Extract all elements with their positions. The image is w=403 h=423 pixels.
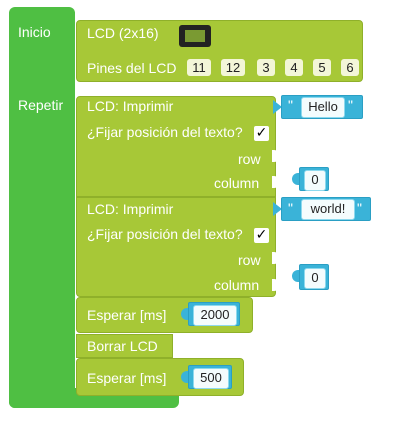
pin-field[interactable]: 11 (187, 59, 211, 76)
clear-lcd-block[interactable] (76, 334, 173, 358)
print2-title: LCD: Imprimir (87, 201, 174, 217)
lcd-print-block-1[interactable] (76, 96, 276, 197)
wait2-value-field[interactable]: 500 (193, 368, 229, 389)
number-connector-icon (181, 308, 190, 320)
row-input-socket-1[interactable] (272, 150, 280, 162)
column-input-socket-1[interactable] (272, 176, 280, 188)
quote-open-1: " (288, 97, 293, 113)
print2-position-label: ¿Fijar posición del texto? (87, 226, 243, 242)
lcd-pins-label: Pines del LCD (87, 60, 177, 76)
wait2-label: Esperar [ms] (87, 370, 167, 386)
pin-field[interactable]: 3 (257, 59, 275, 76)
print2-row-label: row (238, 252, 261, 268)
set-position-checkbox-1[interactable]: ✓ (254, 125, 269, 141)
pin-field[interactable]: 6 (341, 59, 359, 76)
setup-label: Inicio (18, 24, 51, 40)
pin-field[interactable]: 4 (285, 59, 303, 76)
input-connector-icon (273, 202, 282, 216)
number-connector-icon (292, 173, 301, 185)
loop-label: Repetir (18, 97, 64, 113)
quote-close-1: " (348, 97, 353, 113)
print1-column-label: column (214, 175, 260, 191)
quote-open-2: " (288, 200, 293, 216)
number-connector-icon (292, 270, 301, 282)
pin-field[interactable]: 12 (221, 59, 245, 76)
row-input-socket-2[interactable] (272, 252, 280, 264)
set-position-checkbox-2[interactable]: ✓ (254, 227, 269, 243)
print1-position-label: ¿Fijar posición del texto? (87, 124, 243, 140)
pin-field[interactable]: 5 (313, 59, 331, 76)
column-value-field-2[interactable]: 0 (304, 268, 326, 289)
print1-row-label: row (238, 151, 261, 167)
main-program-block[interactable] (9, 7, 75, 408)
column-value-field-1[interactable]: 0 (304, 170, 326, 191)
lcd-print-block-2[interactable] (76, 197, 276, 297)
text-value-field-1[interactable]: Hello (301, 97, 345, 118)
lcd-setup-title: LCD (2x16) (87, 25, 159, 41)
quote-close-2: " (357, 200, 362, 216)
lcd-icon (179, 25, 211, 47)
print2-column-label: column (214, 277, 260, 293)
clear-lcd-label: Borrar LCD (87, 338, 158, 354)
input-connector-icon (273, 100, 282, 114)
column-input-socket-2[interactable] (272, 279, 280, 291)
wait1-value-field[interactable]: 2000 (193, 305, 237, 326)
print1-title: LCD: Imprimir (87, 98, 174, 114)
text-value-field-2[interactable]: world! (301, 199, 355, 220)
wait1-label: Esperar [ms] (87, 307, 167, 323)
number-connector-icon (181, 371, 190, 383)
